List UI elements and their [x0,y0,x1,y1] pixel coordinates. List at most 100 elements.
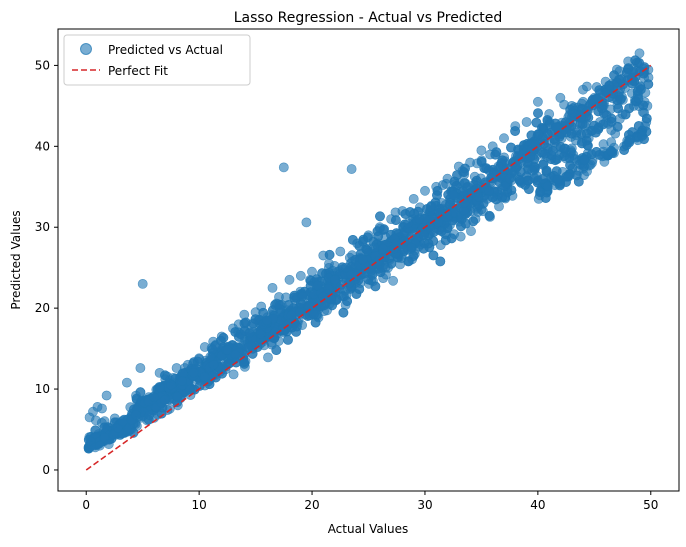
scatter-point [408,193,419,204]
scatter-point [233,319,244,330]
scatter-point [625,134,636,145]
plot-frame [57,28,680,492]
y-tick-label: 10 [35,382,50,396]
scatter-point [403,256,414,267]
scatter-point [388,275,398,286]
scatter-point [560,143,570,154]
scatter-point [177,376,188,386]
scatter-point [637,130,648,141]
scatter-point [335,246,346,257]
scatter-point [182,359,193,370]
scatter-point [533,108,543,118]
scatter-point [504,173,515,184]
scatter-point [103,439,114,449]
scatter-point [550,122,561,133]
scatter-point [286,322,297,333]
scatter-point [318,300,329,311]
scatter-point [261,315,272,326]
x-tick-label: 30 [417,498,432,512]
scatter-point [436,198,447,208]
scatter-point [598,139,609,150]
scatter-point [544,109,555,119]
x-tick-label: 20 [304,498,319,512]
scatter-point [117,416,128,427]
x-tick-label: 10 [191,498,206,512]
scatter-point [184,384,195,395]
scatter-point [418,230,429,241]
plot-area [83,48,654,471]
scatter-point [617,109,628,119]
y-axis: 0 10 20 30 40 50 [35,58,58,477]
scatter-point [301,217,312,228]
scatter-point [579,155,590,166]
scatter-point [216,331,227,342]
y-tick-label: 20 [35,301,50,315]
scatter-point [549,137,560,148]
scatter-point [137,278,148,289]
legend: Predicted vs Actual Perfect Fit [63,34,251,86]
scatter-point [537,174,548,184]
scatter-point [386,214,396,224]
scatter-point [312,280,323,291]
scatter-point [523,175,534,186]
scatter-point [641,117,652,127]
scatter-point [465,157,475,168]
scatter-point [514,174,525,185]
scatter-point [541,165,552,176]
scatter-point [199,342,210,352]
scatter-point [590,127,601,138]
scatter-point [425,202,436,212]
scatter-point [428,250,439,261]
scatter-point [403,218,413,229]
scatter-point [600,76,611,87]
scatter-point [634,48,645,59]
scatter-point [446,233,457,244]
scatter-point [346,164,357,174]
scatter-point [357,254,368,265]
y-tick-label: 30 [35,220,50,234]
scatter-point [566,101,577,111]
scatter-point [433,217,444,228]
scatter-point [595,117,605,127]
scatter-point [378,243,389,254]
scatter-point [623,56,634,67]
scatter-point [248,318,259,329]
scatter-point [159,395,170,405]
scatter-point [130,409,141,420]
scatter-point [606,125,617,136]
scatter-point [369,242,379,253]
scatter-point [122,377,132,388]
scatter-point [307,266,317,277]
scatter-point [329,274,340,285]
scatter-point [473,192,484,202]
scatter-point [507,158,518,169]
legend-label-line: Perfect Fit [108,64,168,78]
scatter-point [324,258,334,269]
scatter-point [627,78,637,89]
scatter-point [589,92,600,103]
scatter-point [244,327,255,338]
scatter-point [310,317,321,328]
scatter-point [551,166,562,176]
scatter-point [484,210,495,221]
scatter-point [406,242,417,253]
scatter-point [255,329,266,339]
scatter-point [576,112,587,123]
scatter-point [267,282,278,293]
scatter-point [527,165,538,176]
scatter-point [414,214,425,224]
scatter-point [470,177,481,188]
scatter-point [243,342,253,353]
scatter-point [363,230,374,241]
x-axis: 0 10 20 30 40 50 [82,491,658,512]
scatter-point [540,193,551,203]
scatter-point [397,206,408,216]
scatter-point [455,231,466,242]
scatter-point [97,403,107,414]
scatter-point [594,149,605,160]
scatter-point [284,274,295,285]
scatter-point [352,238,363,249]
scatter-point [521,117,532,127]
scatter-points [83,48,654,454]
scatter-point [431,181,442,192]
